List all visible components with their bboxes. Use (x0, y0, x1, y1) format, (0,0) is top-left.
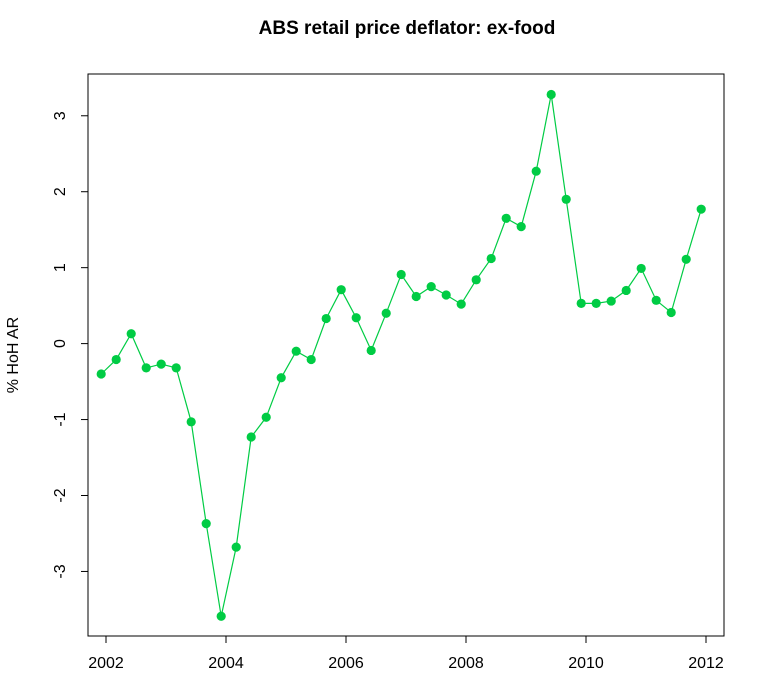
y-tick-label: 1 (52, 263, 69, 272)
y-axis: -3 -2 -1 0 1 2 3 (52, 111, 88, 579)
data-point (411, 291, 421, 302)
data-point (636, 263, 646, 274)
data-point (366, 345, 376, 356)
data-point (666, 307, 676, 318)
data-point (471, 275, 481, 285)
data-point (216, 611, 226, 621)
data-point (336, 285, 346, 295)
data-point (201, 519, 211, 529)
y-axis-title: % HoH AR (5, 317, 22, 393)
data-point (171, 363, 181, 373)
x-tick-label: 2002 (88, 655, 124, 672)
data-point (606, 296, 616, 306)
data-point (351, 313, 361, 323)
y-tick-label: 0 (52, 339, 69, 348)
y-tick-label: -1 (52, 412, 69, 426)
data-point (486, 253, 496, 264)
plot-frame (87, 73, 725, 637)
data-point (396, 269, 406, 280)
y-tick-label: -3 (52, 564, 69, 578)
data-point (291, 346, 301, 356)
chart-title: ABS retail price deflator: ex-food (258, 18, 556, 39)
data-point (96, 369, 106, 379)
data-point (111, 354, 121, 365)
x-tick-label: 2008 (448, 655, 484, 672)
series-line (100, 94, 702, 617)
data-point (321, 313, 331, 324)
data-point (546, 89, 556, 100)
data-point (246, 432, 256, 442)
data-point (621, 285, 631, 296)
data-point (426, 282, 436, 292)
x-tick-label: 2010 (568, 655, 604, 672)
data-point (591, 298, 601, 308)
data-point (126, 329, 136, 339)
data-point (276, 373, 286, 383)
data-point (141, 363, 151, 373)
data-point (651, 295, 661, 305)
series-layer (96, 89, 706, 621)
x-tick-label: 2004 (208, 655, 244, 672)
y-tick-label: 2 (52, 187, 69, 196)
data-point (186, 417, 196, 427)
data-point (561, 194, 571, 204)
data-point (696, 204, 706, 214)
data-point (576, 298, 586, 308)
data-point (306, 354, 316, 365)
data-point (531, 166, 541, 176)
data-point (231, 542, 241, 552)
data-point (681, 254, 691, 264)
data-point (516, 222, 526, 232)
y-tick-label: 3 (52, 111, 69, 120)
data-point (441, 290, 451, 300)
data-point (501, 213, 511, 223)
x-axis: 2002 2004 2006 2008 2010 2012 (88, 636, 724, 672)
y-tick-label: -2 (52, 488, 69, 502)
data-point (261, 412, 271, 422)
x-tick-label: 2012 (688, 655, 724, 672)
data-point (381, 308, 391, 318)
data-point (456, 299, 466, 309)
data-point (156, 359, 166, 369)
x-tick-label: 2006 (328, 655, 364, 672)
